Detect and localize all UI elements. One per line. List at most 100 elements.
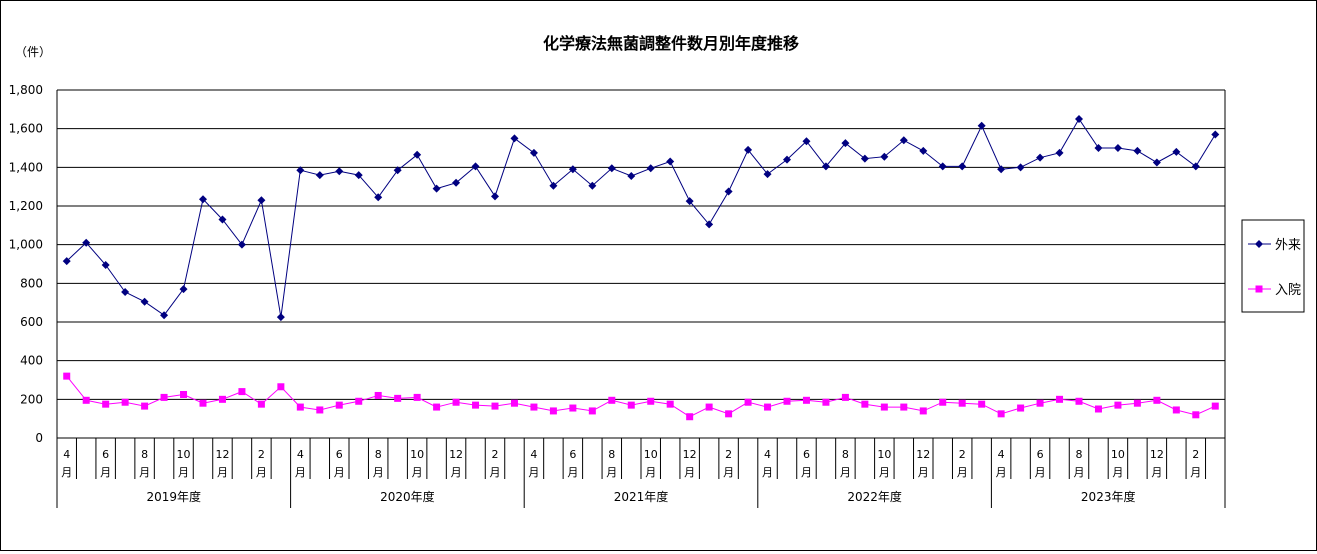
data-point [549,407,557,415]
data-point [1191,162,1200,171]
data-point [1017,404,1025,412]
data-point [1152,158,1161,167]
y-axis-ticks: 0 200 400 600 800 1,000 1,200 1,400 1,600 1,800 [9,83,43,445]
data-point [218,395,226,403]
series-line [66,118,1216,318]
x-tick-label-month-number: 12 [1150,448,1164,461]
x-tick-label-month-unit: 月 [61,466,72,479]
x-tick-label-month-unit: 月 [139,466,150,479]
data-point [880,403,888,411]
x-tick-label-month-number: 10 [1111,448,1125,461]
legend-marker [1255,240,1263,248]
x-tick-label-month-unit: 月 [645,466,656,479]
data-point [102,400,110,408]
x-tick-label-month-number: 8 [375,448,382,461]
data-point [880,152,889,161]
chart-title: 化学療法無菌調整件数月別年度推移 [543,34,799,53]
fiscal-year-label: 2021年度 [614,489,669,504]
data-point [978,400,986,408]
data-point [374,193,383,202]
data-point [666,400,674,408]
data-point [1113,144,1122,152]
data-point [296,403,304,411]
data-point [82,238,91,247]
data-point [354,171,363,180]
x-tick-label-month-number: 6 [569,448,576,461]
data-point [1036,399,1044,407]
data-point [316,406,324,414]
x-tick-label-month-unit: 月 [567,466,578,479]
data-point [705,403,713,411]
data-point [647,397,655,405]
x-tick-label-month-unit: 月 [762,466,773,479]
fiscal-year-label: 2022年度 [847,489,902,504]
data-point [452,178,461,187]
x-tick-label-month-unit: 月 [957,466,968,479]
x-tick-label-month-unit: 月 [1074,466,1085,479]
x-tick-label-month-unit: 月 [490,466,501,479]
x-tick-label-month-unit: 月 [451,466,462,479]
data-point [471,162,480,171]
data-point [335,167,344,176]
data-point [315,171,324,180]
x-tick-label-month-unit: 月 [256,466,267,479]
x-tick-label-month-number: 2 [959,448,966,461]
x-tick-label-month-unit: 月 [1151,466,1162,479]
data-point [121,288,130,297]
y-tick-label: 1,800 [9,83,43,97]
data-point [802,137,811,146]
data-point [1172,406,1180,414]
data-point [276,313,285,322]
data-point [997,410,1005,418]
x-tick-label-month-unit: 月 [1190,466,1201,479]
data-point [491,192,499,201]
x-tick-label-month-unit: 月 [801,466,812,479]
data-point [938,162,947,171]
data-point [296,166,305,175]
data-point [530,403,538,411]
data-point [841,139,850,148]
data-point [549,181,558,190]
x-tick-label-month-unit: 月 [840,466,851,479]
data-point [763,170,772,179]
data-point [355,397,363,405]
x-tick-label-month-number: 2 [1192,448,1199,461]
data-point [646,164,655,173]
series-layer [62,115,1220,421]
fiscal-year-label: 2020年度 [380,489,435,504]
x-tick-label-month-number: 8 [608,448,615,461]
data-point [685,197,694,206]
data-point [413,393,421,401]
data-point [861,400,869,408]
data-point [588,407,596,415]
data-point [783,155,791,164]
data-point [899,136,908,145]
data-point [160,311,169,320]
data-point [472,401,480,409]
data-point [510,399,518,407]
gridlines [56,89,1226,439]
x-tick-label-month-number: 4 [297,448,304,461]
data-point [802,396,810,404]
legend-label: 入院 [1275,283,1301,298]
x-tick-label-month-unit: 月 [723,466,734,479]
data-point [744,145,753,154]
x-axis: 4 月 6 月 8 月 10 月 12 月 2 月 4 月 6 月 8 月 10 月 12 月 2 月 4 月 6 月 8 月 10 月 12 月… [56,438,1226,508]
data-point [919,407,927,415]
x-tick-label-month-unit: 月 [412,466,423,479]
y-axis-unit-label: （件） [15,45,51,59]
x-tick-label-month-number: 8 [842,448,849,461]
series-1 [62,115,1220,322]
x-tick-label-month-number: 6 [1037,448,1044,461]
data-point [394,394,402,402]
data-point [919,146,928,155]
data-point [724,187,733,196]
data-point [121,398,129,406]
data-point [1133,399,1141,407]
x-tick-label-month-unit: 月 [528,466,539,479]
data-point [199,399,207,407]
data-point [1133,146,1142,155]
data-point [783,397,791,405]
data-point [744,398,752,406]
